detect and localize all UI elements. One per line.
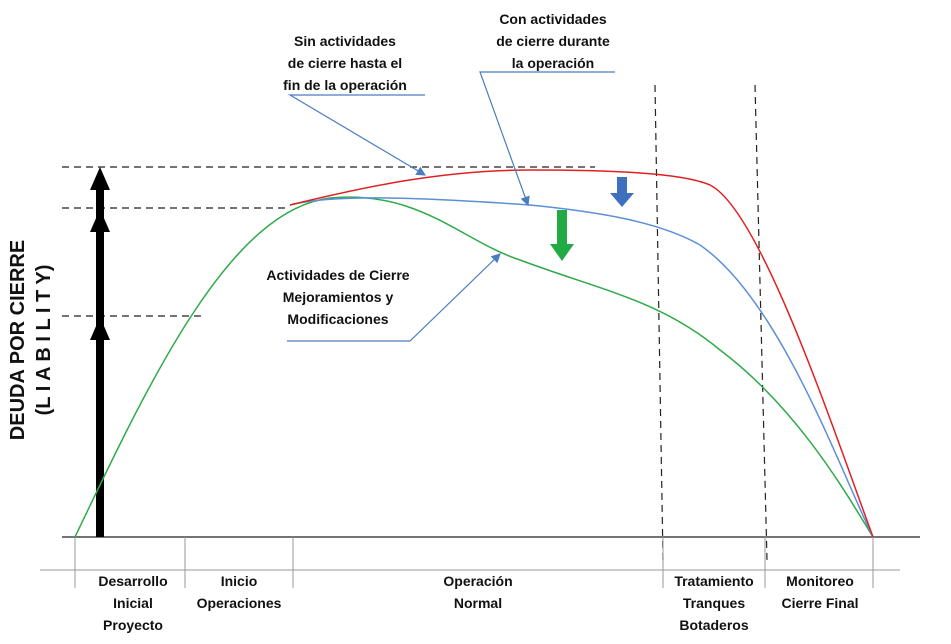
annotation: de cierre durante — [496, 33, 610, 49]
annotation: Sin actividades — [294, 33, 396, 49]
curve-green — [74, 196, 874, 538]
phase-label: Inicio — [221, 573, 258, 589]
annotation: Actividades de Cierre — [266, 267, 409, 283]
phase-label: Tratamiento — [674, 573, 753, 589]
phase-label: Operación — [443, 573, 512, 589]
phase-label: Desarrollo — [98, 573, 167, 589]
phase-ticks — [74, 537, 874, 588]
phase-label: Inicial — [113, 595, 153, 611]
phase-label: Operaciones — [197, 595, 282, 611]
annotation: fin de la operación — [283, 77, 407, 93]
annotation: la operación — [512, 55, 594, 71]
phase-label: Tranques — [683, 595, 745, 611]
blue-arrow — [610, 177, 634, 207]
phase-label: Cierre Final — [781, 595, 858, 611]
green-arrow — [550, 210, 574, 261]
annotation: Modificaciones — [287, 311, 388, 327]
reference-lines — [62, 84, 768, 561]
curve-blue — [289, 197, 874, 538]
y-axis-label: DEUDA POR CIERRE — [7, 240, 29, 440]
annotation: Mejoramientos y — [283, 289, 394, 305]
pointers — [287, 71, 615, 342]
curve-red — [289, 169, 874, 538]
liability-arrows — [90, 167, 110, 537]
texts: Sin actividades de cierre hasta el fin de … — [98, 11, 858, 633]
annotation: Con actividades — [499, 11, 607, 27]
phase-label: Normal — [454, 595, 502, 611]
annotation: de cierre hasta el — [288, 55, 402, 71]
phase-label: Botaderos — [679, 617, 748, 633]
phase-label: Monitoreo — [786, 573, 854, 589]
y-axis-sublabel: (L I A B I L I T Y) — [33, 265, 55, 416]
phase-label: Proyecto — [103, 617, 163, 633]
